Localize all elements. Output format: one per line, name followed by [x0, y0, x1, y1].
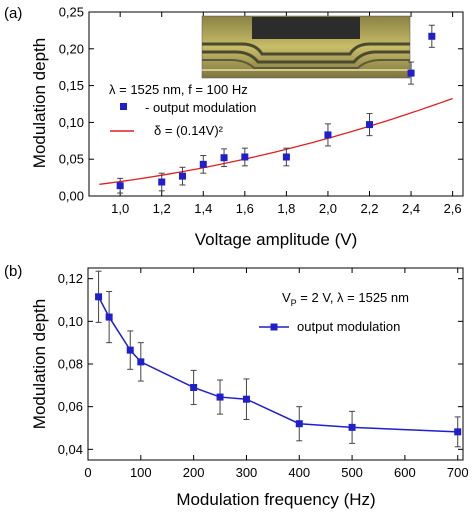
data-point [116, 182, 124, 190]
y-tick-label: 0,10 [59, 115, 84, 130]
data-point [454, 428, 462, 436]
legend-b-series-1: output modulation [297, 319, 400, 334]
data-point [158, 178, 166, 186]
x-tick-label: 0 [84, 465, 91, 480]
chart-b: (b) 0 100 200 300 400 500 600 700 0,04 0,06 0,08 0,… [4, 263, 469, 509]
chart-a-plot-frame [88, 11, 464, 197]
data-point [282, 153, 290, 161]
data-point [190, 383, 198, 391]
chart-b-plot-frame [87, 267, 464, 461]
data-point [95, 293, 103, 301]
chart-a-x-axis-label: Voltage amplitude (V) [195, 230, 358, 249]
x-tick-label: 1,8 [277, 201, 295, 216]
annotation-b-prefix: V [282, 290, 291, 305]
fit-curve-path [99, 97, 453, 185]
fit-curve [99, 97, 453, 185]
chart-b-points [95, 270, 462, 448]
x-tick-label: 2,6 [444, 201, 462, 216]
data-point [126, 346, 134, 354]
legend-a-series-2: δ = (0.14V)² [154, 123, 224, 138]
data-point [348, 423, 356, 431]
data-point [241, 153, 249, 161]
data-point [242, 395, 250, 403]
data-point [199, 160, 207, 168]
y-tick-label: 0,12 [58, 271, 83, 286]
legend-a: - output modulation δ = (0.14V)² [110, 100, 256, 138]
data-point [216, 393, 224, 401]
data-point [105, 313, 113, 321]
data-point [324, 131, 332, 139]
x-tick-label: 1,2 [153, 201, 171, 216]
x-tick-label: 700 [447, 465, 469, 480]
panel-a-label: (a) [4, 5, 22, 22]
inset-device-image [201, 15, 411, 79]
y-tick-label: 0,10 [58, 314, 83, 329]
data-point [220, 154, 228, 162]
chart-a-points [116, 24, 436, 194]
data-point [295, 420, 303, 428]
chart-a-ticks: 1,0 1,2 1,4 1,6 1,8 2,0 2,2 2,4 2,6 0,00 0,05 0,10 0… [59, 5, 463, 216]
annotation-b: VP = 2 V, λ = 1525 nm [282, 290, 409, 308]
x-tick-label: 200 [183, 465, 205, 480]
annotation-b-suffix: = 2 V, λ = 1525 nm [297, 290, 409, 305]
x-tick-label: 2,2 [360, 201, 378, 216]
y-tick-label: 0,08 [58, 357, 83, 372]
x-tick-label: 2,0 [319, 201, 337, 216]
legend-a-series-1: - output modulation [145, 100, 256, 115]
y-tick-label: 0,25 [59, 5, 84, 20]
chart-b-y-axis-label: Modulation depth [30, 299, 49, 429]
chart-a: (a) 1,0 1,2 1,4 1,6 1,8 2,0 2,2 2,4 2,6 0,00 0,05 0… [4, 5, 464, 249]
legend-a-marker [120, 103, 127, 110]
panel-b-label: (b) [4, 263, 22, 280]
y-tick-label: 0,00 [59, 189, 84, 204]
y-tick-label: 0,20 [59, 41, 84, 56]
x-tick-label: 1,6 [236, 201, 254, 216]
x-tick-label: 1,0 [111, 201, 129, 216]
chart-b-x-axis-label: Modulation frequency (Hz) [176, 490, 375, 509]
legend-b: output modulation [259, 319, 400, 334]
legend-b-marker [270, 323, 278, 331]
x-tick-label: 100 [130, 465, 152, 480]
series-line [97, 296, 458, 433]
data-point [428, 32, 436, 40]
y-tick-label: 0,05 [59, 152, 84, 167]
y-tick-label: 0,04 [58, 442, 83, 457]
annotation-a: λ = 1525 nm, f = 100 Hz [109, 82, 248, 97]
chart-b-ticks: 0 100 200 300 400 500 600 700 0,04 0,06 0,08 0,10 0,… [58, 268, 469, 480]
y-tick-label: 0,06 [58, 399, 83, 414]
x-tick-label: 600 [394, 465, 416, 480]
data-point [137, 358, 145, 366]
annotation-b-subscript: P [291, 298, 297, 308]
x-tick-label: 300 [236, 465, 258, 480]
data-point [179, 172, 186, 180]
y-tick-label: 0,15 [59, 78, 84, 93]
x-tick-label: 2,4 [402, 201, 420, 216]
x-tick-label: 400 [288, 465, 310, 480]
x-tick-label: 1,4 [194, 201, 212, 216]
data-point [407, 69, 415, 77]
chart-b-series-line [97, 296, 458, 433]
chart-a-y-axis-label: Modulation depth [30, 38, 49, 168]
data-point [366, 121, 373, 129]
x-tick-label: 500 [341, 465, 363, 480]
